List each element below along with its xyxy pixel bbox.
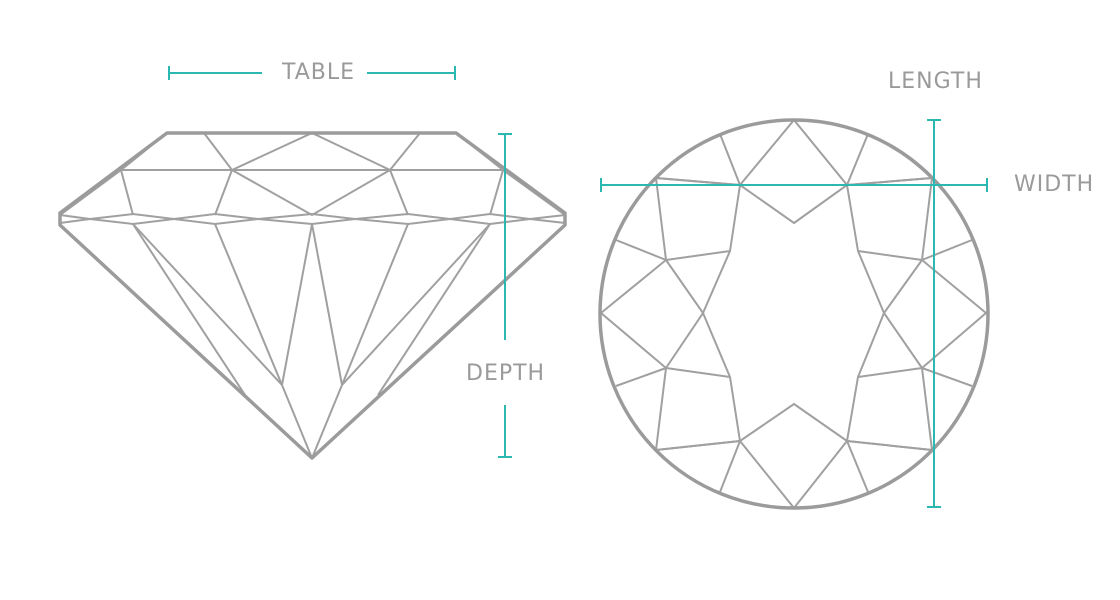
width-measure-line <box>600 178 988 192</box>
table-measure-line <box>168 66 456 80</box>
width-label: WIDTH <box>1010 172 1099 197</box>
depth-label: DEPTH <box>462 361 550 386</box>
top-view-outline <box>598 118 990 510</box>
top-view-facets <box>599 118 988 510</box>
table-label: TABLE <box>278 60 360 85</box>
side-view-facets <box>59 131 566 459</box>
diamond-side-view <box>58 131 567 460</box>
diamond-top-view <box>598 118 990 510</box>
measurement-guides <box>168 66 988 508</box>
depth-measure-line <box>498 133 512 458</box>
length-label: LENGTH <box>884 69 987 94</box>
side-view-outline <box>58 131 567 460</box>
length-measure-line <box>927 119 941 508</box>
